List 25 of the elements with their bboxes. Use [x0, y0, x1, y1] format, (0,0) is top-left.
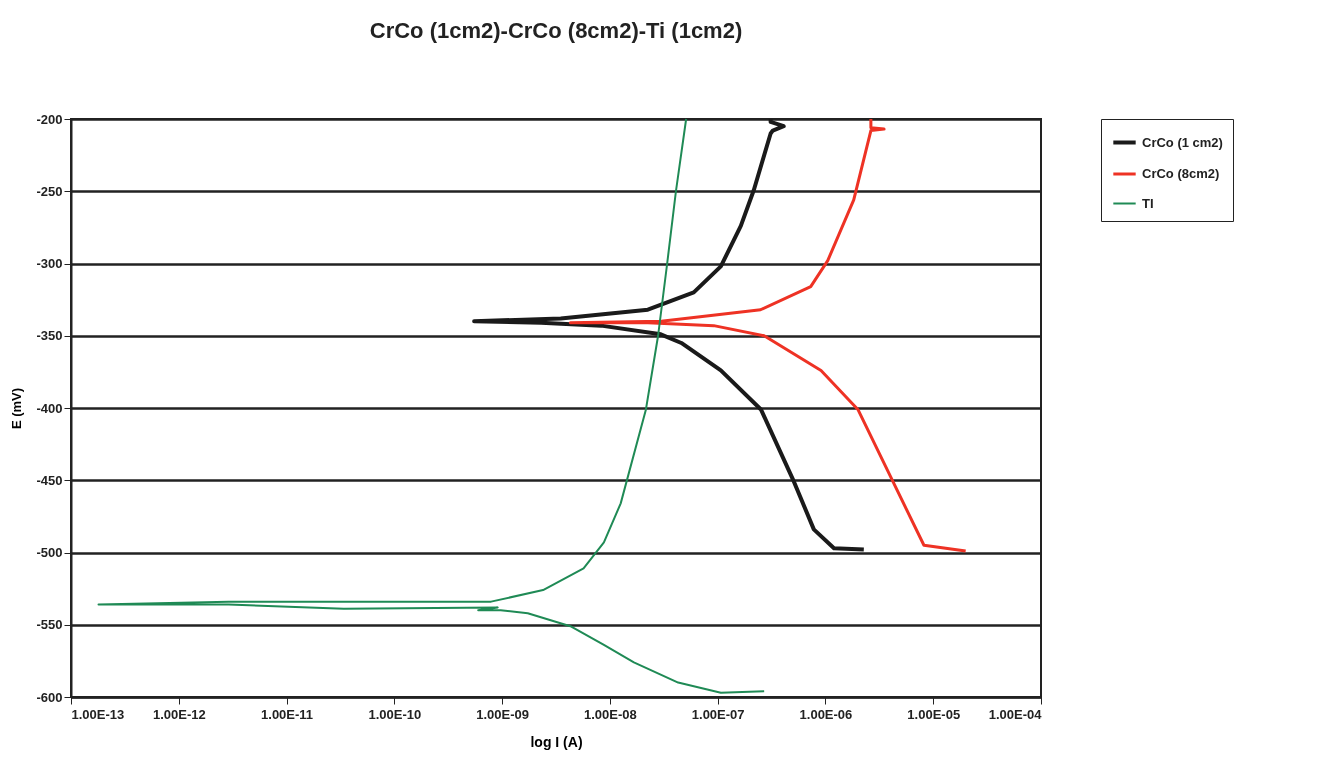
x-tick-label: 1.00E-09: [476, 706, 529, 722]
y-tick-label: -500: [36, 545, 63, 560]
y-tick-label: -300: [36, 256, 63, 271]
x-tick-label: 1.00E-10: [368, 706, 422, 722]
x-axis-title: log I (A): [530, 733, 583, 750]
x-tick-label: 1.00E-08: [584, 706, 637, 722]
x-tick-label: 1.00E-07: [691, 706, 745, 722]
y-tick-label: -550: [36, 617, 63, 633]
y-tick-label: -350: [36, 328, 63, 344]
x-tick-label: 1.00E-05: [907, 706, 961, 722]
x-tick-label: 1.00E-11: [261, 706, 314, 722]
x-tick-label: 1.00E-06: [799, 706, 853, 722]
legend-label: CrCo (8cm2): [1142, 166, 1220, 181]
x-tick-label: 1.00E-13: [71, 706, 125, 722]
y-tick-label: -250: [36, 183, 63, 199]
x-tick-label: 1.00E-12: [152, 706, 206, 722]
chart-title: CrCo (1cm2)-CrCo (8cm2)-Ti (1cm2): [369, 18, 743, 43]
y-axis-title: E (mV): [9, 387, 25, 430]
x-tick-label: 1.00E-04: [988, 706, 1043, 722]
y-tick-label: -400: [36, 400, 63, 416]
legend-label: TI: [1142, 195, 1154, 211]
y-tick-label: -600: [36, 689, 63, 705]
y-tick-label: -200: [36, 111, 63, 127]
y-tick-label: -450: [36, 472, 63, 488]
legend-label: CrCo (1 cm2): [1142, 134, 1223, 150]
